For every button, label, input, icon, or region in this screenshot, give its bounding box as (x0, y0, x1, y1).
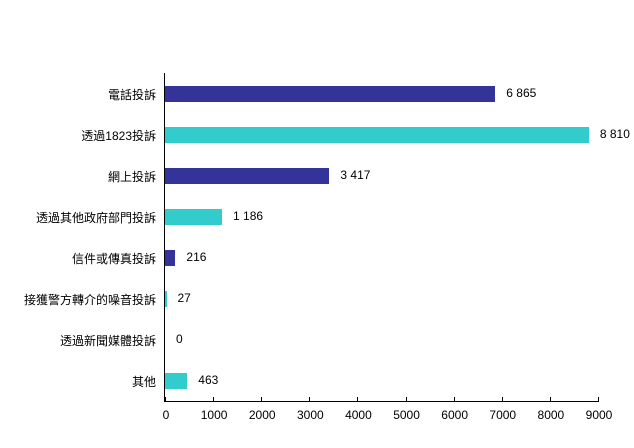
x-tick-label: 5000 (393, 408, 420, 422)
value-label: 463 (198, 373, 219, 387)
bar (165, 127, 589, 143)
category-label: 透過其他政府部門投訴 (35, 211, 156, 225)
x-tick (165, 397, 166, 401)
value-label: 27 (177, 291, 191, 305)
bar (165, 209, 223, 225)
x-tick (598, 397, 599, 401)
x-tick (454, 397, 455, 401)
value-label: 0 (176, 332, 183, 346)
x-tick-label: 7000 (489, 408, 517, 422)
x-tick-label: 0 (162, 408, 170, 422)
category-label: 透過1823投訴 (81, 129, 156, 143)
bar (165, 86, 496, 102)
x-tick-label: 6000 (441, 408, 469, 422)
x-tick (213, 397, 214, 401)
bar (165, 250, 176, 266)
x-tick (261, 397, 262, 401)
x-tick (309, 397, 310, 401)
category-label: 透過新聞媒體投訴 (59, 334, 156, 348)
bar (165, 168, 330, 184)
category-label: 其他 (131, 375, 156, 389)
x-tick-label: 8000 (537, 408, 565, 422)
category-label: 信件或傳真投訴 (71, 252, 156, 266)
x-tick (406, 397, 407, 401)
x-tick (357, 397, 358, 401)
x-tick-label: 2000 (248, 408, 276, 422)
x-tick-label: 9000 (585, 408, 613, 422)
category-label: 電話投訴 (107, 88, 156, 102)
x-tick-label: 3000 (296, 408, 324, 422)
x-tick-label: 1000 (200, 408, 228, 422)
bar (165, 291, 167, 307)
value-label: 3 417 (340, 168, 371, 182)
value-label: 1 186 (233, 209, 264, 223)
x-tick-label: 4000 (345, 408, 372, 422)
value-label: 8 810 (599, 127, 630, 141)
x-axis-line (164, 401, 599, 402)
category-label: 接獲警方轉介的噪音投訴 (23, 293, 156, 307)
x-tick (502, 397, 503, 401)
category-label: 網上投訴 (107, 170, 156, 184)
x-tick (550, 397, 551, 401)
bar (165, 373, 188, 389)
value-label: 216 (186, 250, 207, 264)
value-label: 6 865 (506, 86, 537, 100)
y-axis-line (164, 73, 165, 402)
